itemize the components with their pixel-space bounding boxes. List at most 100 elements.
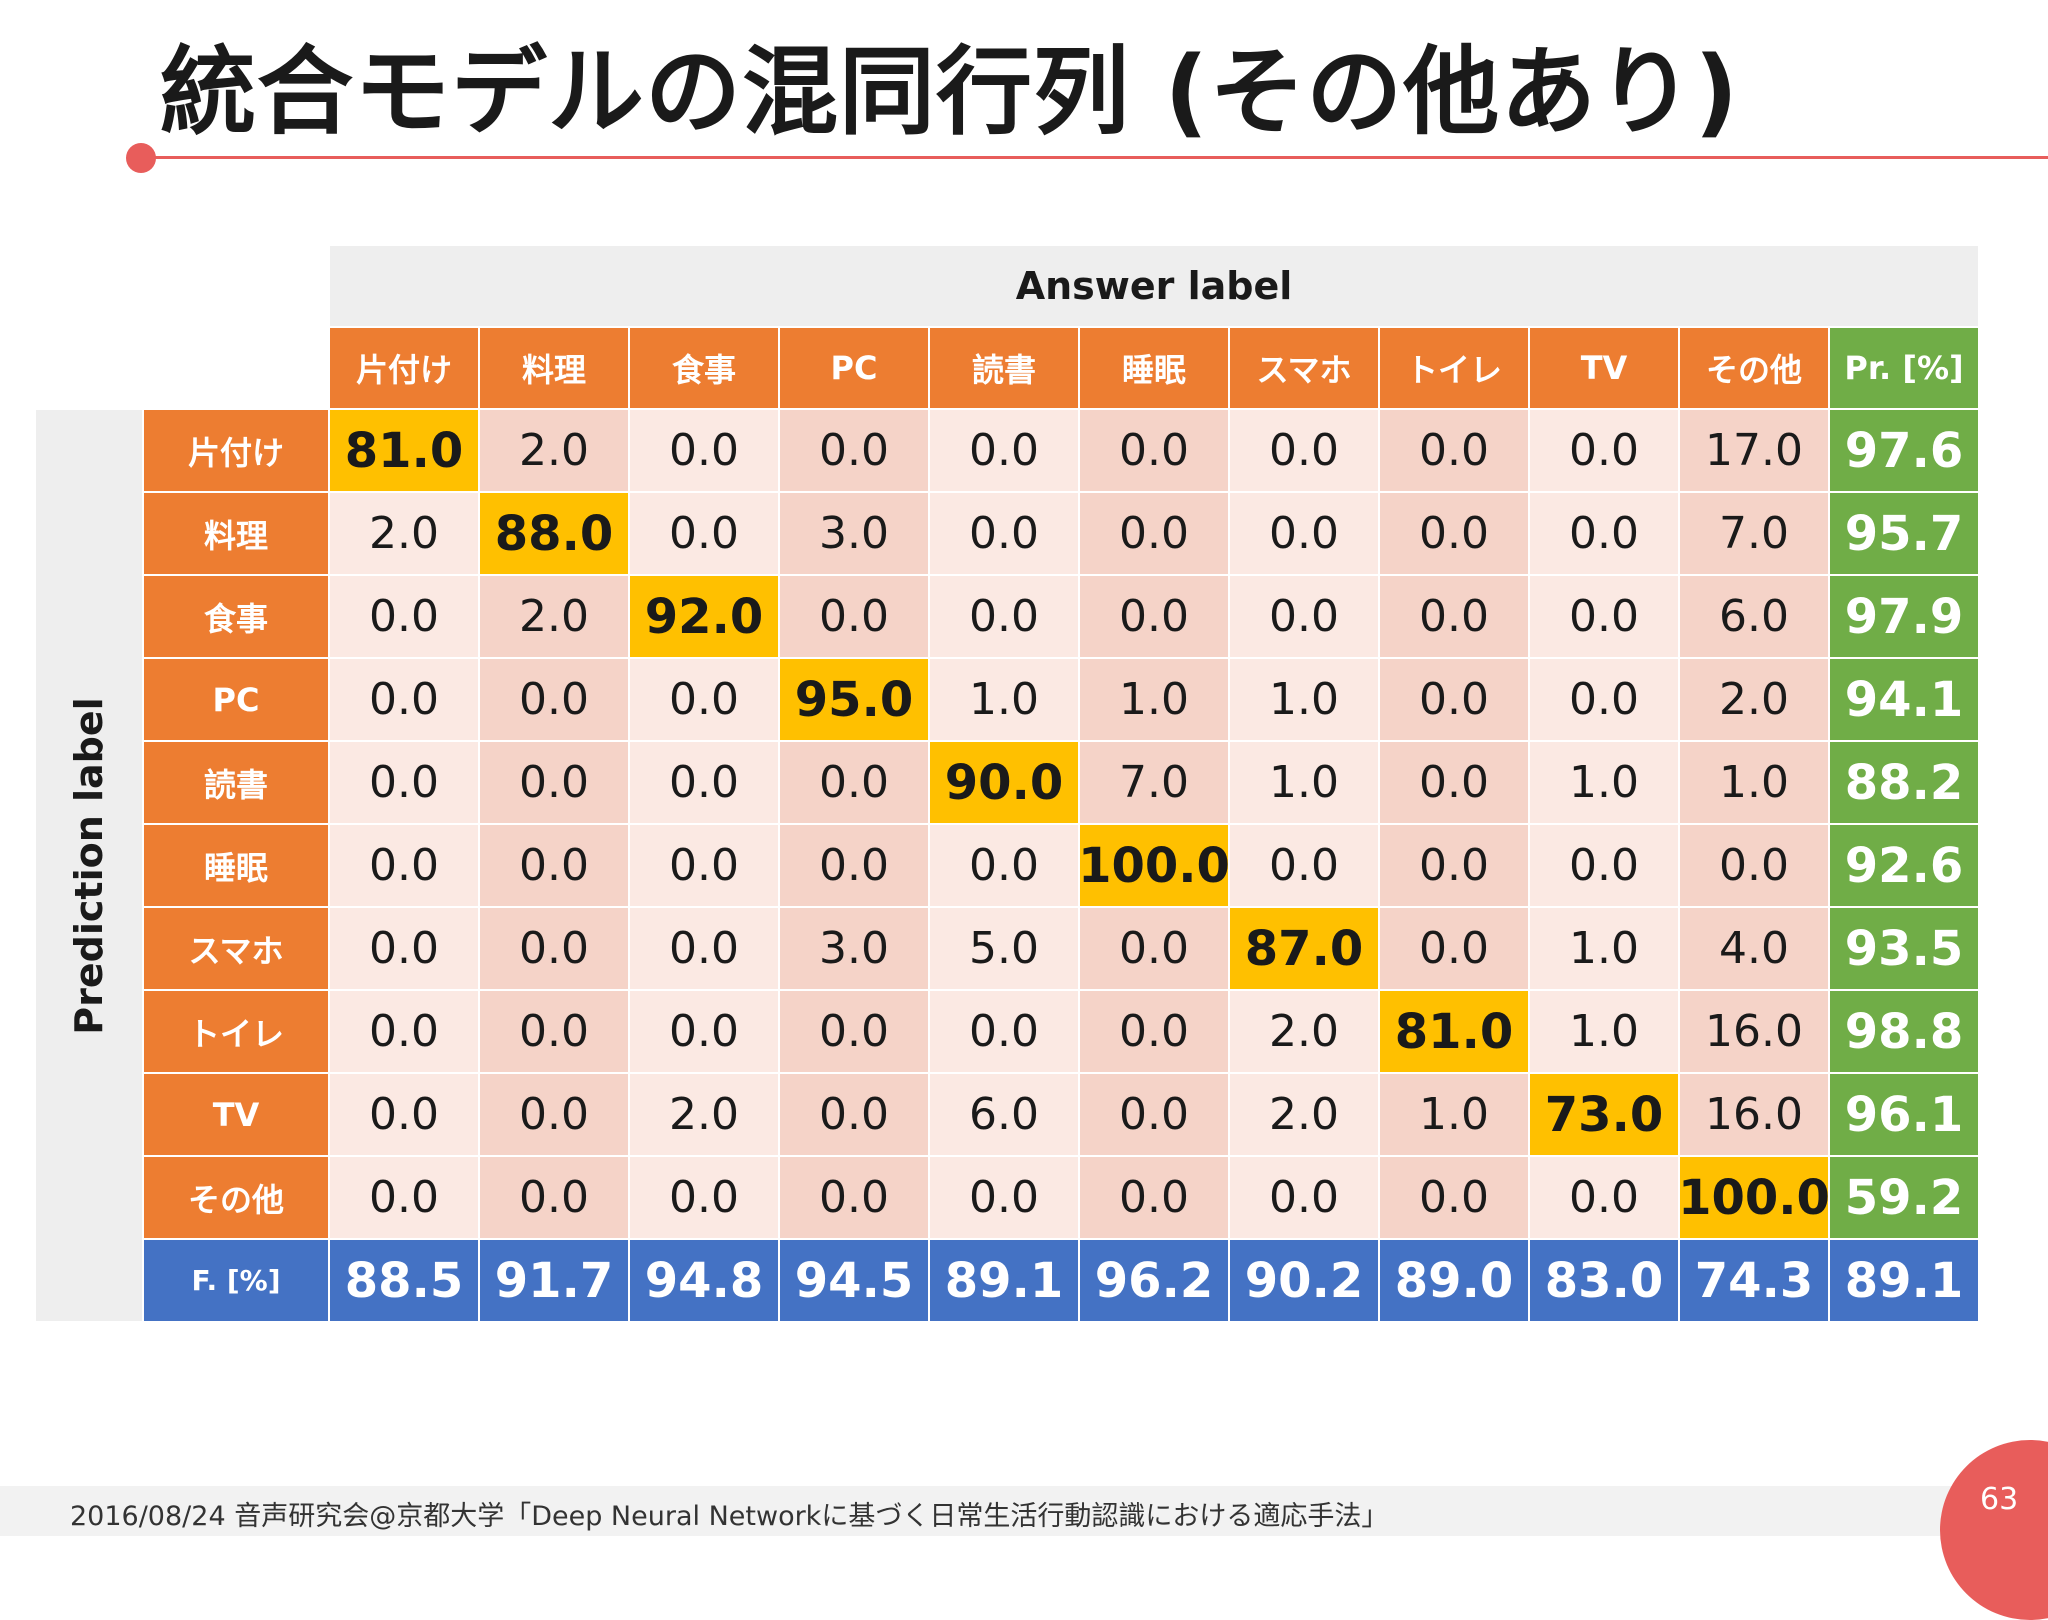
matrix-cell: 0.0 [330, 659, 478, 740]
matrix-cell: 2.0 [330, 493, 478, 574]
matrix-cell: 7.0 [1080, 742, 1228, 823]
matrix-cell: 1.0 [1380, 1074, 1528, 1155]
matrix-cell: 2.0 [480, 576, 628, 657]
row-header: PC [144, 659, 328, 740]
title-bullet-dot [126, 143, 156, 173]
diagonal-cell: 100.0 [1680, 1157, 1828, 1238]
matrix-cell: 0.0 [780, 576, 928, 657]
matrix-cell: 16.0 [1680, 991, 1828, 1072]
matrix-cell: 0.0 [1530, 493, 1678, 574]
fscore-cell: 89.0 [1380, 1240, 1528, 1321]
column-header: 食事 [630, 328, 778, 408]
matrix-cell: 0.0 [930, 825, 1078, 906]
matrix-cell: 0.0 [1080, 493, 1228, 574]
fscore-cell: 91.7 [480, 1240, 628, 1321]
row-header: 片付け [144, 410, 328, 491]
matrix-cell: 0.0 [1380, 493, 1528, 574]
matrix-cell: 0.0 [780, 1157, 928, 1238]
fscore-cell: 83.0 [1530, 1240, 1678, 1321]
matrix-cell: 0.0 [780, 1074, 928, 1155]
column-header: PC [780, 328, 928, 408]
matrix-cell: 0.0 [630, 908, 778, 989]
matrix-cell: 0.0 [330, 742, 478, 823]
matrix-cell: 0.0 [930, 576, 1078, 657]
matrix-cell: 1.0 [1680, 742, 1828, 823]
matrix-cell: 0.0 [1080, 1157, 1228, 1238]
matrix-cell: 0.0 [1080, 576, 1228, 657]
column-header: 料理 [480, 328, 628, 408]
diagonal-cell: 92.0 [630, 576, 778, 657]
row-header: 食事 [144, 576, 328, 657]
matrix-cell: 0.0 [930, 493, 1078, 574]
precision-cell: 92.6 [1830, 825, 1978, 906]
matrix-cell: 0.0 [630, 1157, 778, 1238]
matrix-cell: 0.0 [1080, 1074, 1228, 1155]
matrix-cell: 2.0 [1230, 991, 1378, 1072]
fscore-cell: 96.2 [1080, 1240, 1228, 1321]
matrix-cell: 0.0 [1380, 576, 1528, 657]
precision-cell: 93.5 [1830, 908, 1978, 989]
precision-cell: 97.6 [1830, 410, 1978, 491]
precision-cell: 97.9 [1830, 576, 1978, 657]
matrix-cell: 0.0 [780, 410, 928, 491]
matrix-cell: 1.0 [1530, 742, 1678, 823]
precision-cell: 94.1 [1830, 659, 1978, 740]
matrix-cell: 17.0 [1680, 410, 1828, 491]
matrix-cell: 0.0 [480, 659, 628, 740]
matrix-cell: 0.0 [630, 991, 778, 1072]
matrix-cell: 0.0 [930, 410, 1078, 491]
matrix-cell: 0.0 [1080, 908, 1228, 989]
matrix-cell: 3.0 [780, 908, 928, 989]
matrix-cell: 0.0 [480, 991, 628, 1072]
matrix-cell: 2.0 [630, 1074, 778, 1155]
diagonal-cell: 81.0 [330, 410, 478, 491]
matrix-cell: 0.0 [480, 908, 628, 989]
matrix-cell: 1.0 [1530, 908, 1678, 989]
column-header: スマホ [1230, 328, 1378, 408]
matrix-cell: 1.0 [1230, 742, 1378, 823]
diagonal-cell: 90.0 [930, 742, 1078, 823]
diagonal-cell: 81.0 [1380, 991, 1528, 1072]
diagonal-cell: 88.0 [480, 493, 628, 574]
matrix-cell: 0.0 [1530, 410, 1678, 491]
page-number: 63 [1980, 1482, 2018, 1517]
matrix-cell: 0.0 [330, 991, 478, 1072]
diagonal-cell: 100.0 [1080, 825, 1228, 906]
column-header: 睡眠 [1080, 328, 1228, 408]
matrix-cell: 0.0 [1230, 1157, 1378, 1238]
matrix-cell: 7.0 [1680, 493, 1828, 574]
column-header: その他 [1680, 328, 1828, 408]
matrix-cell: 0.0 [1230, 493, 1378, 574]
matrix-cell: 0.0 [630, 410, 778, 491]
fscore-cell: 74.3 [1680, 1240, 1828, 1321]
matrix-cell: 1.0 [1530, 991, 1678, 1072]
matrix-cell: 0.0 [1530, 1157, 1678, 1238]
answer-label: Answer label [330, 246, 1978, 326]
matrix-cell: 0.0 [630, 659, 778, 740]
row-header: その他 [144, 1157, 328, 1238]
matrix-cell: 6.0 [1680, 576, 1828, 657]
matrix-cell: 5.0 [930, 908, 1078, 989]
matrix-cell: 3.0 [780, 493, 928, 574]
column-header: 読書 [930, 328, 1078, 408]
matrix-cell: 0.0 [330, 576, 478, 657]
matrix-cell: 0.0 [1230, 825, 1378, 906]
fscore-cell: 90.2 [1230, 1240, 1378, 1321]
fscore-header: F. [%] [144, 1240, 328, 1321]
slide-title: 統合モデルの混同行列 (その他あり) [160, 14, 1739, 153]
matrix-cell: 1.0 [930, 659, 1078, 740]
matrix-cell: 2.0 [1230, 1074, 1378, 1155]
matrix-cell: 0.0 [480, 825, 628, 906]
matrix-cell: 0.0 [330, 1074, 478, 1155]
column-header: TV [1530, 328, 1678, 408]
diagonal-cell: 73.0 [1530, 1074, 1678, 1155]
matrix-cell: 0.0 [1380, 825, 1528, 906]
matrix-cell: 16.0 [1680, 1074, 1828, 1155]
matrix-cell: 0.0 [480, 742, 628, 823]
fscore-cell: 88.5 [330, 1240, 478, 1321]
matrix-cell: 0.0 [780, 825, 928, 906]
matrix-cell: 0.0 [1380, 659, 1528, 740]
matrix-cell: 0.0 [1080, 410, 1228, 491]
matrix-cell: 2.0 [480, 410, 628, 491]
row-header: 読書 [144, 742, 328, 823]
